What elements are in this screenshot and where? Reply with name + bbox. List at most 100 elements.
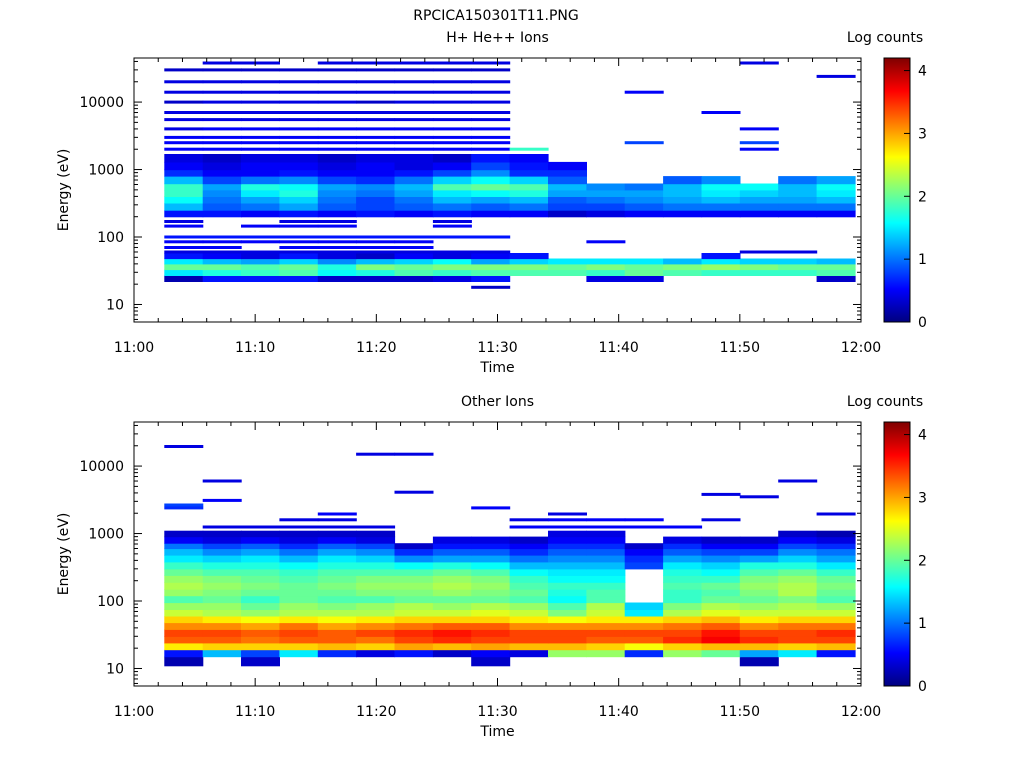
heatmap-line-cell bbox=[356, 61, 396, 65]
heatmap-cell bbox=[394, 602, 434, 610]
heatmap-cell bbox=[317, 176, 357, 185]
heatmap-cell bbox=[739, 609, 779, 617]
heatmap-cell bbox=[241, 575, 280, 583]
heatmap-line-cell bbox=[509, 147, 549, 151]
heatmap-cell bbox=[241, 629, 280, 637]
heatmap-cell bbox=[471, 602, 511, 610]
heatmap-line-cell bbox=[317, 111, 357, 114]
heatmap-cell bbox=[778, 589, 818, 597]
heatmap-cell bbox=[624, 622, 664, 630]
heatmap-cell bbox=[432, 202, 472, 211]
heatmap-line-cell bbox=[241, 90, 280, 94]
x-tick-label: 11:20 bbox=[356, 704, 396, 720]
heatmap-cell bbox=[202, 616, 242, 624]
heatmap-cell bbox=[317, 275, 357, 282]
heatmap-cell bbox=[241, 183, 280, 191]
heatmap-line-cell bbox=[279, 135, 319, 139]
heatmap-cell bbox=[816, 568, 856, 576]
x-tick-label: 11:50 bbox=[720, 340, 760, 356]
heatmap-cell bbox=[548, 616, 587, 624]
heatmap-cell bbox=[778, 176, 818, 185]
heatmap-cell bbox=[241, 543, 280, 550]
heatmap-cell bbox=[548, 582, 587, 590]
heatmap-line-cell bbox=[356, 147, 396, 151]
heatmap-line-cell bbox=[317, 235, 357, 239]
heatmap-line-cell bbox=[394, 240, 434, 244]
heatmap-cell bbox=[279, 196, 319, 204]
heatmap-line-cell bbox=[394, 452, 434, 456]
heatmap-cell bbox=[509, 636, 549, 644]
heatmap-cell bbox=[816, 636, 856, 644]
heatmap-cell bbox=[739, 561, 779, 570]
heatmap-line-cell bbox=[164, 506, 204, 510]
heatmap-cell bbox=[279, 561, 319, 570]
heatmap-cell bbox=[624, 548, 664, 556]
heatmap-line-cell bbox=[317, 147, 357, 151]
heatmap-line-cell bbox=[241, 525, 280, 529]
heatmap-cell bbox=[624, 561, 664, 570]
heatmap-line-cell bbox=[394, 90, 434, 94]
x-tick-label: 11:10 bbox=[235, 704, 275, 720]
heatmap-cell bbox=[816, 561, 856, 570]
heatmap-line-cell bbox=[739, 147, 779, 151]
heatmap-cell bbox=[356, 189, 396, 197]
panel-other-ions: Other Ions 11:00 11:10 11:20 11:30 11:40 11:50… bbox=[56, 394, 927, 740]
heatmap-cell bbox=[701, 589, 741, 597]
heatmap-cell bbox=[241, 275, 280, 282]
heatmap-line-cell bbox=[394, 80, 434, 84]
heatmap-cell bbox=[394, 555, 434, 563]
heatmap-cell bbox=[279, 649, 319, 658]
heatmap-cell bbox=[164, 258, 204, 265]
heatmap-line-cell bbox=[432, 220, 472, 223]
heatmap-cell bbox=[624, 269, 664, 276]
heatmap-cell bbox=[739, 183, 779, 191]
heatmap-line-cell bbox=[432, 80, 472, 84]
heatmap-cell bbox=[701, 263, 741, 271]
heatmap-cell bbox=[701, 555, 741, 563]
heatmap-cell bbox=[317, 561, 357, 570]
heatmap-cell bbox=[509, 629, 549, 637]
colorbar-tick-label: 3 bbox=[918, 490, 927, 506]
heatmap-cell bbox=[548, 202, 587, 211]
heatmap-cell bbox=[279, 548, 319, 556]
heatmap-cell bbox=[356, 202, 396, 211]
heatmap-line-cell bbox=[241, 235, 280, 239]
heatmap-line-cell bbox=[317, 90, 357, 94]
heatmap-line-cell bbox=[471, 235, 511, 239]
heatmap-cell bbox=[471, 642, 511, 651]
heatmap-cell bbox=[279, 595, 319, 604]
heatmap-line-cell bbox=[202, 498, 242, 502]
heatmap-cell bbox=[816, 269, 856, 276]
heatmap-line-cell bbox=[394, 246, 434, 249]
y-axis: 10 100 1000 10000 Energy (eV) bbox=[56, 424, 861, 684]
heatmap-cell bbox=[164, 548, 204, 556]
heatmap-cell bbox=[241, 609, 280, 617]
heatmap-cell bbox=[816, 548, 856, 556]
heatmap-cell bbox=[739, 582, 779, 590]
heatmap-line-cell bbox=[701, 518, 741, 522]
heatmap-cell bbox=[317, 189, 357, 197]
heatmap-line-cell bbox=[164, 445, 204, 448]
heatmap-cell bbox=[202, 154, 242, 163]
heatmap-cell bbox=[432, 258, 472, 265]
heatmap-line-cell bbox=[164, 135, 204, 139]
heatmap-cell bbox=[701, 176, 741, 185]
heatmap-line-cell bbox=[701, 492, 741, 496]
heatmap-cell bbox=[624, 629, 664, 637]
heatmap-cell bbox=[317, 582, 357, 590]
heatmap-cell bbox=[624, 263, 664, 271]
heatmap-cell bbox=[241, 622, 280, 630]
heatmap-cell bbox=[317, 263, 357, 271]
colorbar-tick-label: 4 bbox=[918, 64, 927, 80]
heatmap-line-cell bbox=[739, 141, 779, 145]
heatmap-line-cell bbox=[471, 80, 511, 84]
heatmap-cell bbox=[778, 622, 818, 630]
colorbar-tick-label: 1 bbox=[918, 252, 927, 268]
heatmap-line-cell bbox=[471, 100, 511, 104]
heatmap-cell bbox=[778, 649, 818, 658]
heatmap-cell bbox=[241, 642, 280, 651]
heatmap-line-cell bbox=[586, 518, 626, 522]
heatmap-cell bbox=[279, 536, 319, 544]
heatmap-cell bbox=[701, 595, 741, 604]
